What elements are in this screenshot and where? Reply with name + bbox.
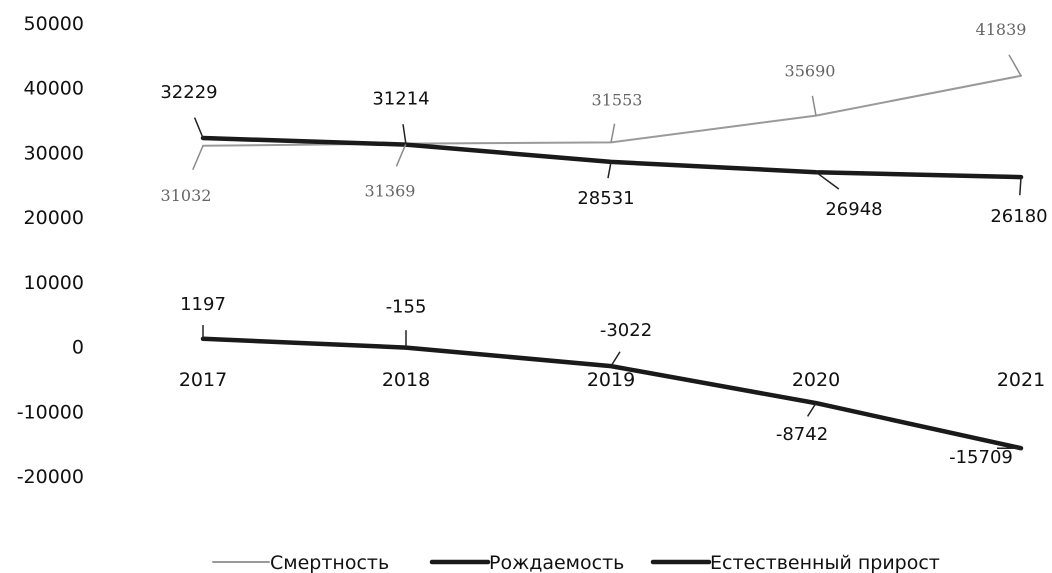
data-label: 1197 [180, 294, 226, 315]
label-leader [192, 145, 204, 171]
data-label: 35690 [785, 62, 836, 81]
data-label: -155 [386, 297, 427, 318]
label-leader [193, 117, 204, 139]
data-label: 31214 [372, 89, 429, 110]
data-label: 26180 [990, 206, 1047, 227]
label-leader [815, 171, 840, 190]
x-tick-label: 2018 [382, 369, 430, 391]
y-tick-label: 20000 [24, 207, 84, 229]
data-label: -15709 [949, 447, 1013, 468]
legend: Смертность Рождаемость Естественный прирос… [212, 552, 940, 573]
y-tick-label: 40000 [24, 78, 84, 100]
y-axis-ticks: 50000 40000 30000 20000 10000 0 -10000 -20000 [17, 13, 84, 488]
y-tick-label: 30000 [24, 142, 84, 164]
x-axis-ticks: 2017 2018 2019 2020 2021 [179, 369, 1045, 391]
x-tick-label: 2019 [587, 369, 635, 391]
y-tick-label: 0 [72, 337, 84, 359]
label-leader [610, 351, 621, 367]
label-leader-lines [192, 54, 1022, 449]
data-label: -8742 [776, 424, 828, 445]
data-label: -3022 [600, 320, 652, 341]
x-tick-label: 2017 [179, 369, 227, 391]
series-lines [200, 74, 1024, 451]
label-leader [607, 161, 612, 179]
label-leader [610, 123, 616, 143]
series-line-2 [200, 336, 1024, 451]
legend-label: Естественный прирост [710, 552, 940, 573]
data-label: 31553 [592, 90, 643, 109]
data-label: 28531 [577, 188, 634, 209]
legend-label: Смертность [270, 552, 389, 573]
data-label: 32229 [160, 82, 217, 103]
data-label: 31032 [161, 186, 212, 205]
label-leader [806, 402, 817, 417]
y-tick-label: 10000 [24, 272, 84, 294]
y-tick-label: 50000 [24, 13, 84, 35]
label-leader [402, 124, 407, 145]
series-line-1 [200, 135, 1024, 180]
label-leader [811, 95, 817, 116]
legend-label: Рождаемость [489, 552, 624, 573]
x-tick-label: 2020 [792, 369, 840, 391]
label-leader [395, 143, 407, 167]
x-tick-label: 2021 [997, 369, 1045, 391]
y-tick-label: -20000 [17, 466, 84, 488]
label-leader [1008, 54, 1022, 77]
y-tick-label: -10000 [17, 401, 84, 423]
data-label: 31369 [365, 182, 416, 201]
data-labels: 31032 31369 31553 35690 41839 32229 31214 28531… [160, 20, 1047, 468]
data-label: 41839 [976, 20, 1027, 39]
data-label: 26948 [825, 199, 882, 220]
label-leader [1019, 177, 1022, 196]
